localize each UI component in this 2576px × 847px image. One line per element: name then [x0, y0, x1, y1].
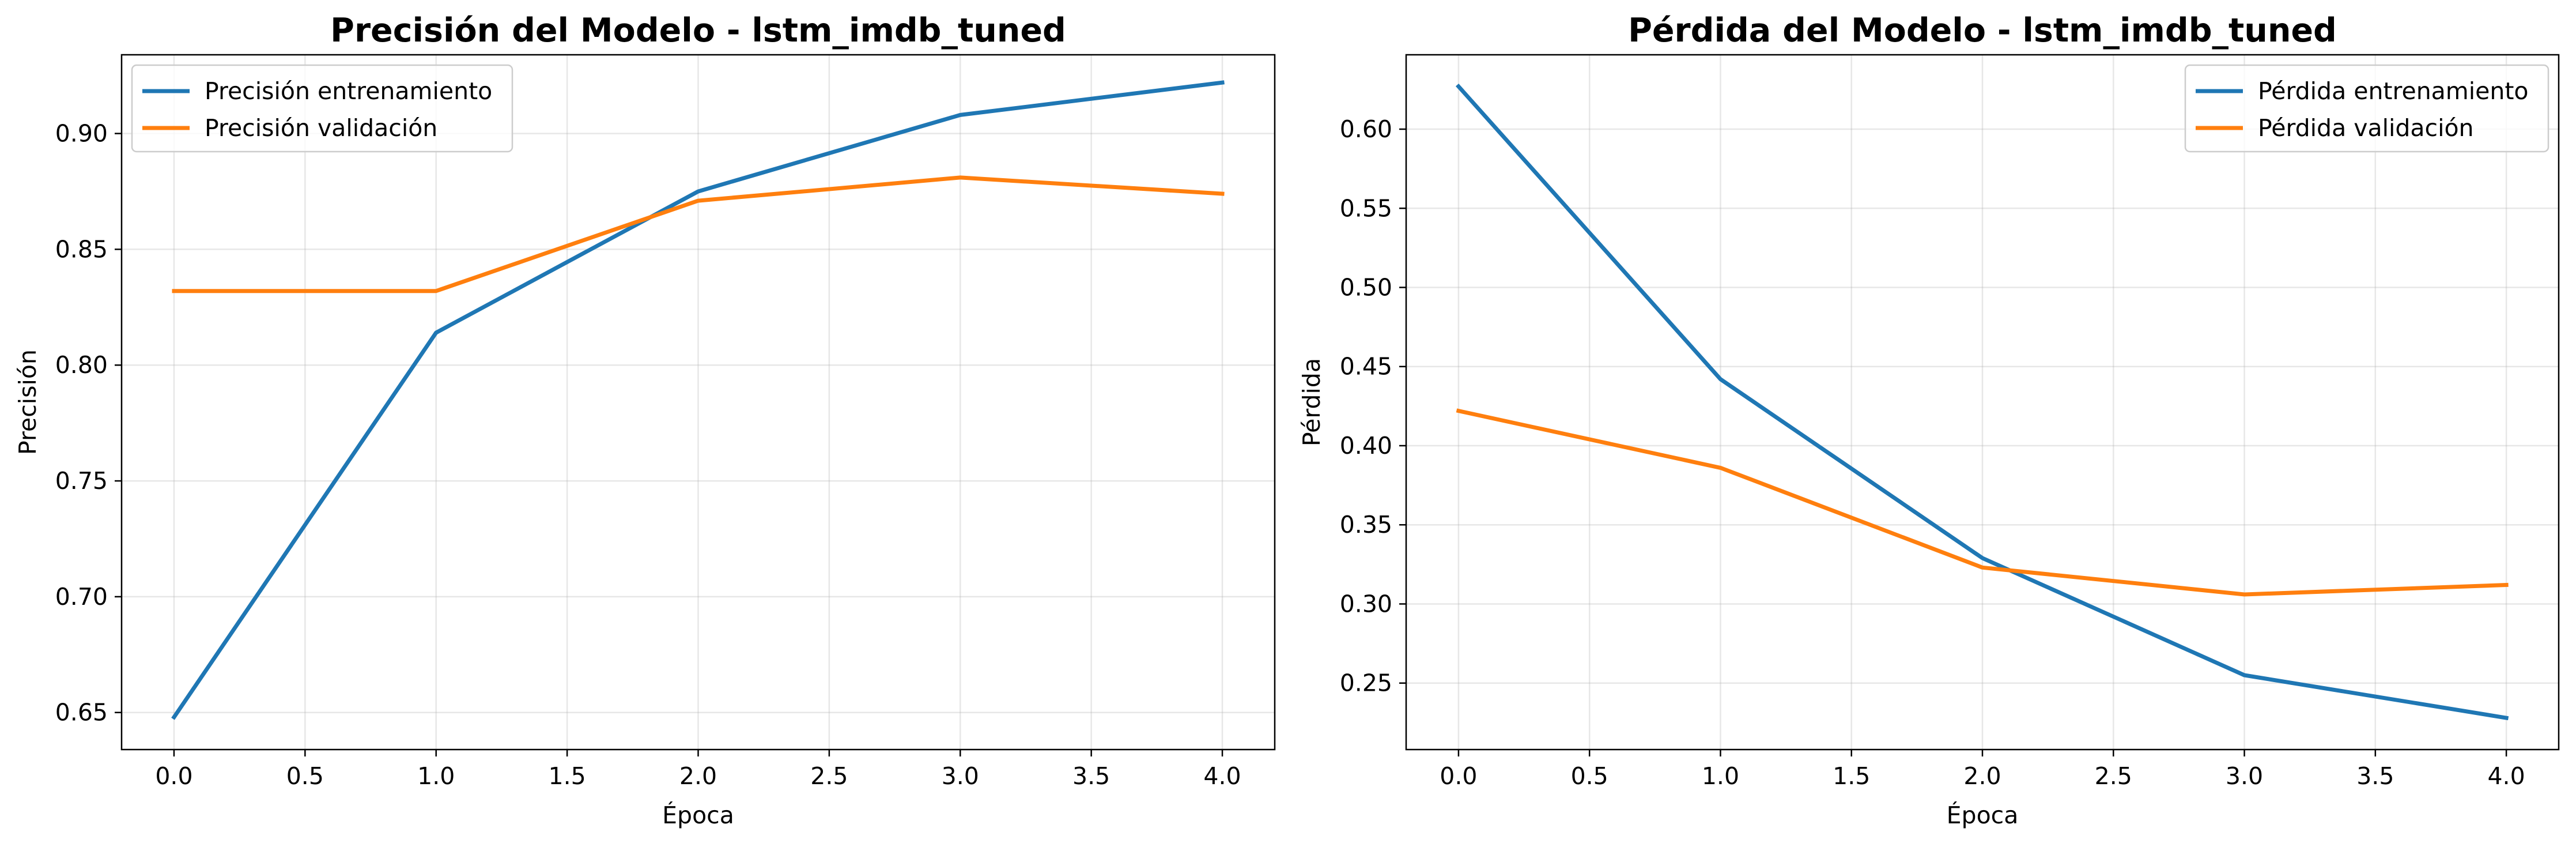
y-tick-label: 0.65: [55, 699, 108, 726]
y-tick-label: 0.80: [55, 351, 108, 379]
y-tick-label: 0.25: [1340, 669, 1392, 697]
x-tick-label: 0.0: [1440, 762, 1477, 790]
x-tick-label: 1.5: [1833, 762, 1870, 790]
y-tick-label: 0.90: [55, 120, 108, 148]
y-tick-label: 0.85: [55, 235, 108, 263]
x-tick-label: 1.0: [417, 762, 455, 790]
y-tick-label: 0.70: [55, 583, 108, 611]
legend-box: [2184, 64, 2549, 153]
legend: Pérdida entrenamiento Pérdida validación: [2184, 64, 2549, 153]
y-tick-label: 0.60: [1340, 115, 1392, 143]
axes-frame: [120, 54, 1276, 751]
grid: [1406, 55, 2559, 750]
legend: Precisión entrenamiento Precisión validac…: [131, 64, 513, 153]
x-tick-label: 1.5: [549, 762, 586, 790]
x-tick-label: 2.5: [2095, 762, 2132, 790]
x-tick-label: 0.5: [286, 762, 324, 790]
y-tick-label: 0.35: [1340, 511, 1392, 539]
y-tick-label: 0.50: [1340, 273, 1392, 301]
legend-label: Pérdida validación: [2258, 114, 2474, 142]
x-tick-label: 3.5: [1072, 762, 1110, 790]
x-tick-label: 2.0: [679, 762, 717, 790]
y-tick-label: 0.75: [55, 467, 108, 495]
y-tick-label: 0.55: [1340, 194, 1392, 222]
x-tick-label: 3.0: [942, 762, 979, 790]
series-line-training: [1455, 83, 2509, 721]
x-tick-label: 4.0: [1203, 762, 1241, 790]
legend-label: Pérdida entrenamiento: [2258, 77, 2529, 105]
series-line-validation: [172, 175, 1225, 293]
legend-label: Precisión validación: [205, 114, 437, 142]
x-tick-label: 0.5: [1571, 762, 1608, 790]
x-tick-label: 3.0: [2226, 762, 2263, 790]
accuracy-chart: Precisión del Modelo - lstm_imdb_tuned É…: [14, 12, 1276, 829]
axes-frame: [1405, 54, 2560, 751]
grid: [122, 55, 1275, 750]
y-axis-label: Precisión: [14, 349, 41, 455]
x-axis-label: Época: [662, 801, 734, 829]
x-tick-label: 3.5: [2356, 762, 2394, 790]
x-tick-label: 2.0: [1963, 762, 2001, 790]
y-tick-label: 0.40: [1340, 432, 1392, 460]
x-tick-label: 4.0: [2487, 762, 2525, 790]
x-tick-label: 0.0: [155, 762, 192, 790]
chart-title: Pérdida del Modelo - lstm_imdb_tuned: [1628, 12, 2337, 50]
series-line-validation: [1456, 408, 2509, 597]
chart-title: Precisión del Modelo - lstm_imdb_tuned: [330, 12, 1066, 50]
series-line-training: [171, 80, 1225, 720]
y-tick-label: 0.30: [1340, 590, 1392, 618]
legend-box: [131, 64, 513, 153]
y-axis-label: Pérdida: [1298, 358, 1325, 446]
x-tick-label: 2.5: [810, 762, 848, 790]
x-tick-label: 1.0: [1702, 762, 1739, 790]
y-tick-label: 0.45: [1340, 353, 1392, 381]
loss-chart: Pérdida del Modelo - lstm_imdb_tuned Épo…: [1298, 12, 2560, 829]
x-axis-label: Época: [1947, 801, 2019, 829]
legend-label: Precisión entrenamiento: [205, 77, 492, 105]
